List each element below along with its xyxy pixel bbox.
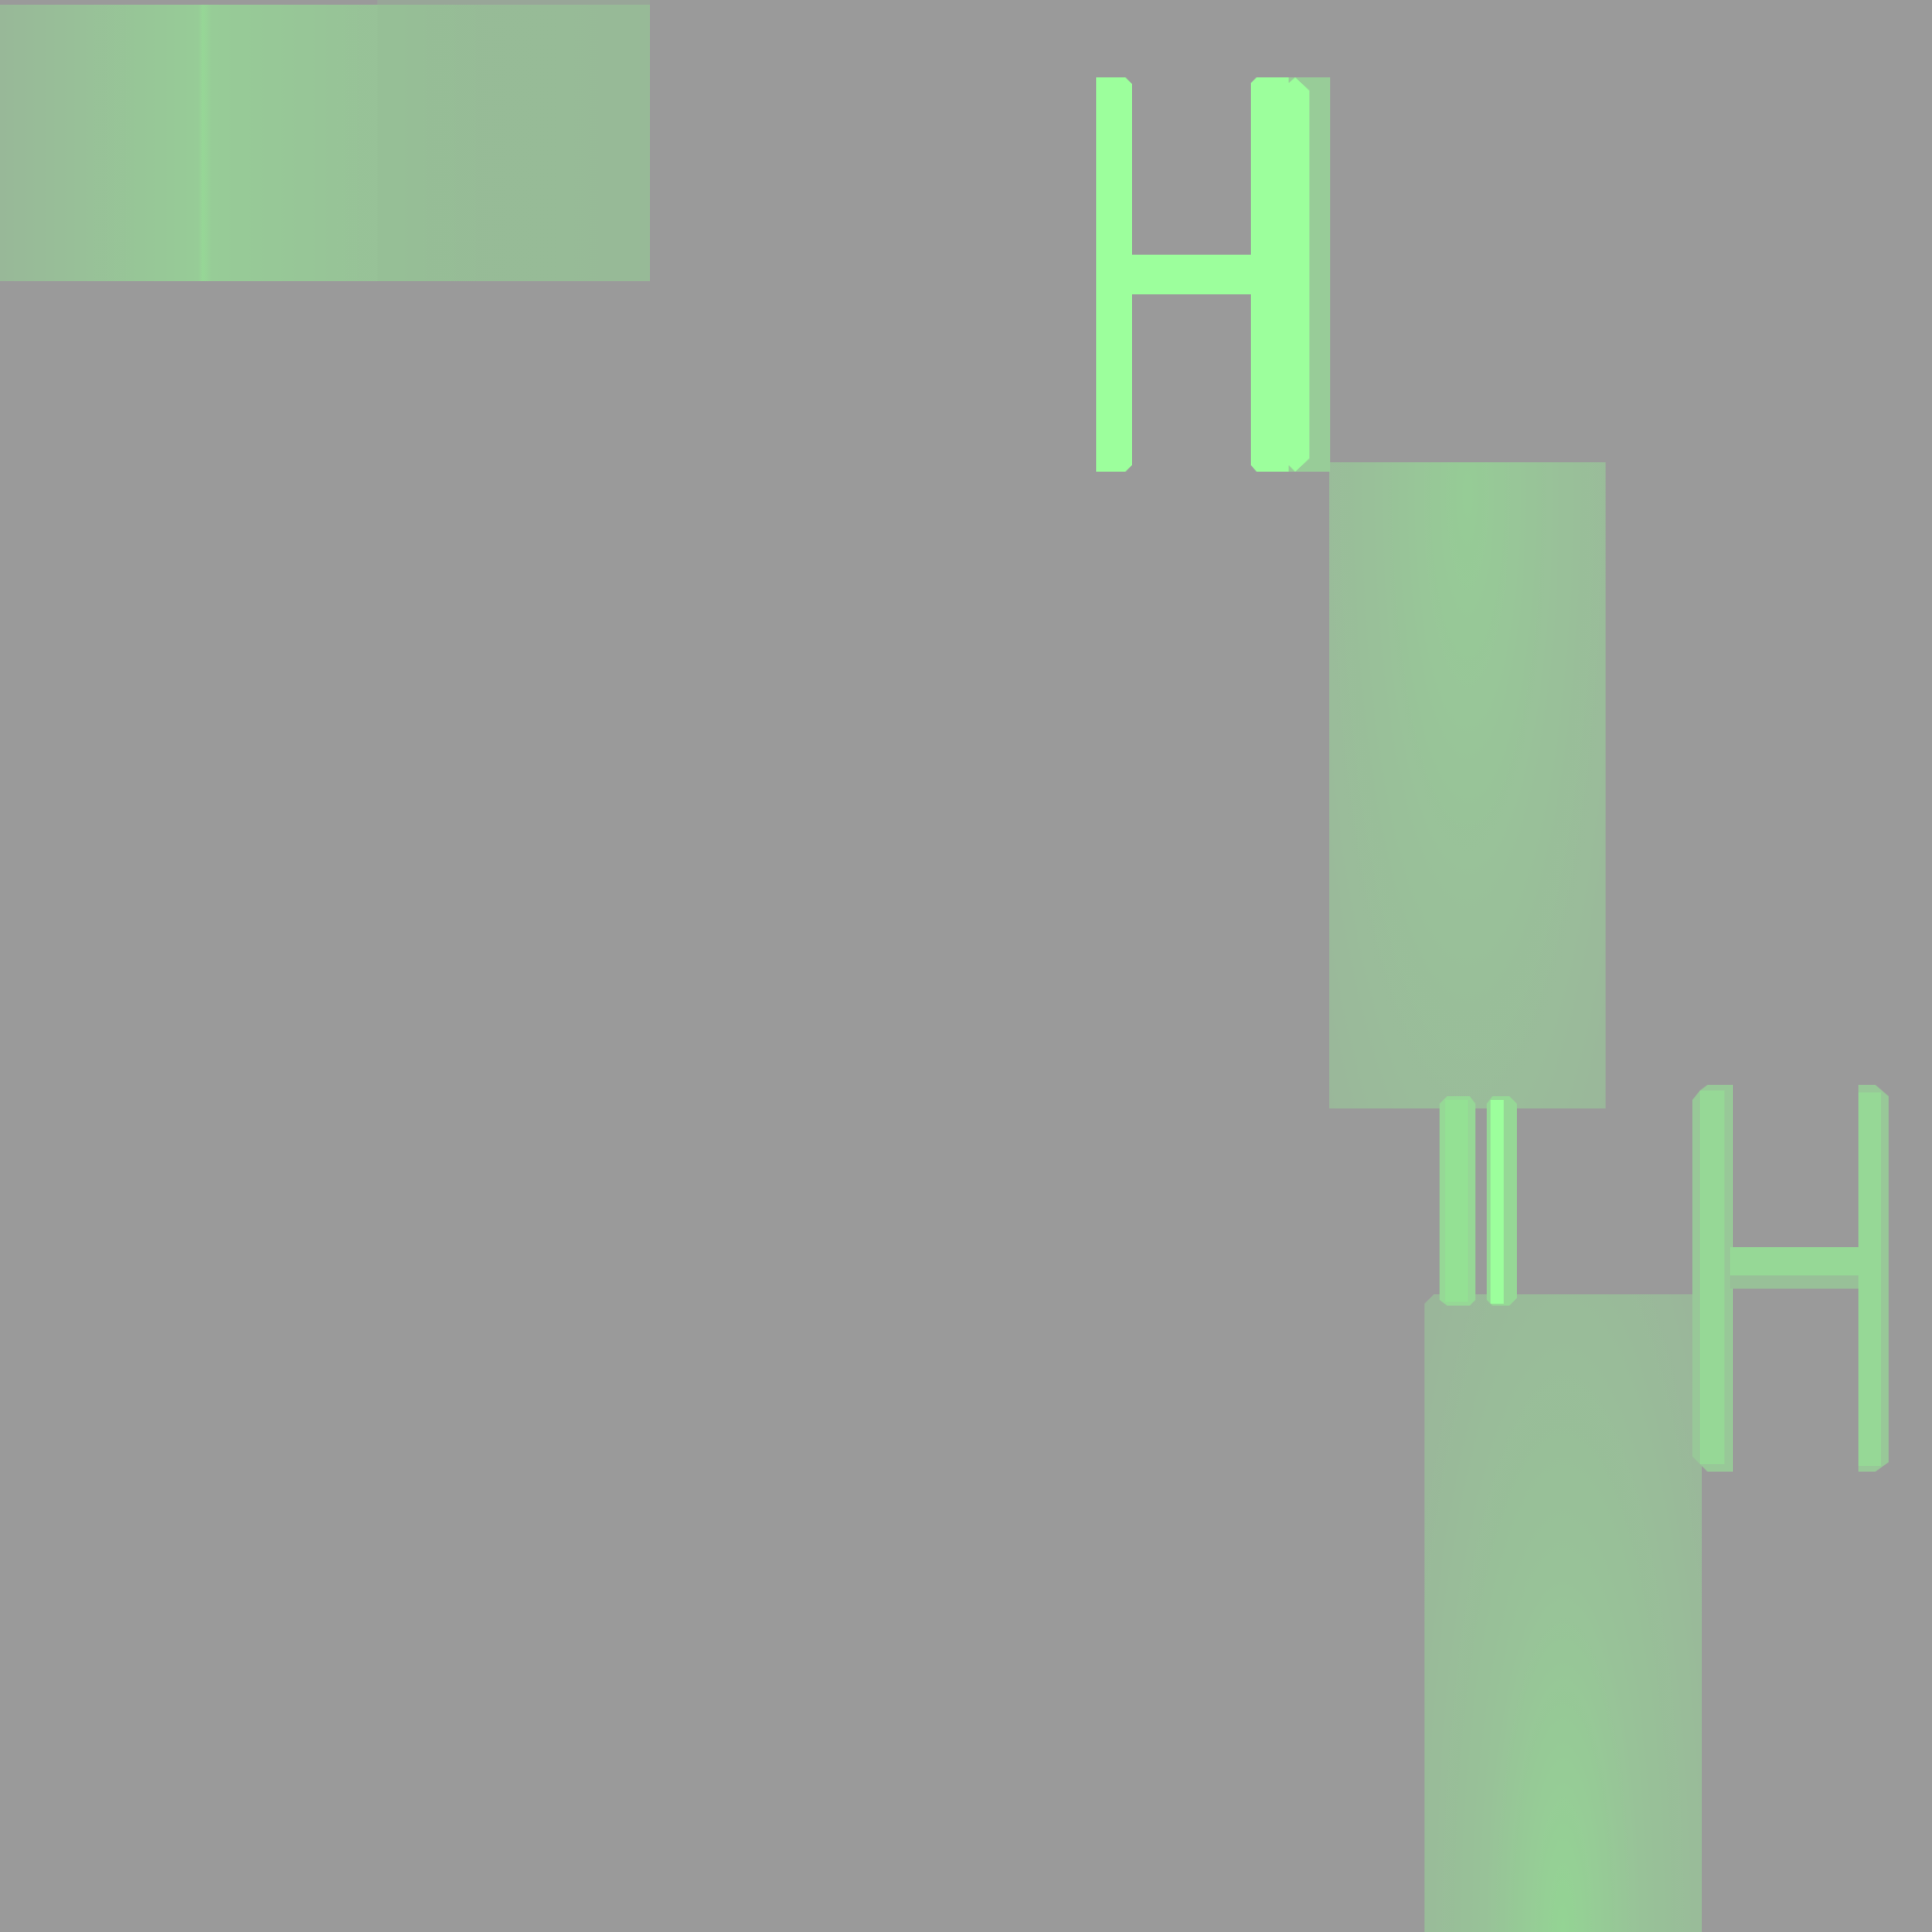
texture-panel-bottom xyxy=(1424,1294,1702,1932)
large-h-glyph xyxy=(1096,77,1330,472)
texture-panel-right xyxy=(1329,462,1606,1108)
small-h-glyph xyxy=(1692,1085,1889,1472)
texture-panel-top-left xyxy=(0,5,650,281)
texture-panel-seam xyxy=(377,0,650,281)
double-bar-glyph xyxy=(1440,1096,1517,1306)
